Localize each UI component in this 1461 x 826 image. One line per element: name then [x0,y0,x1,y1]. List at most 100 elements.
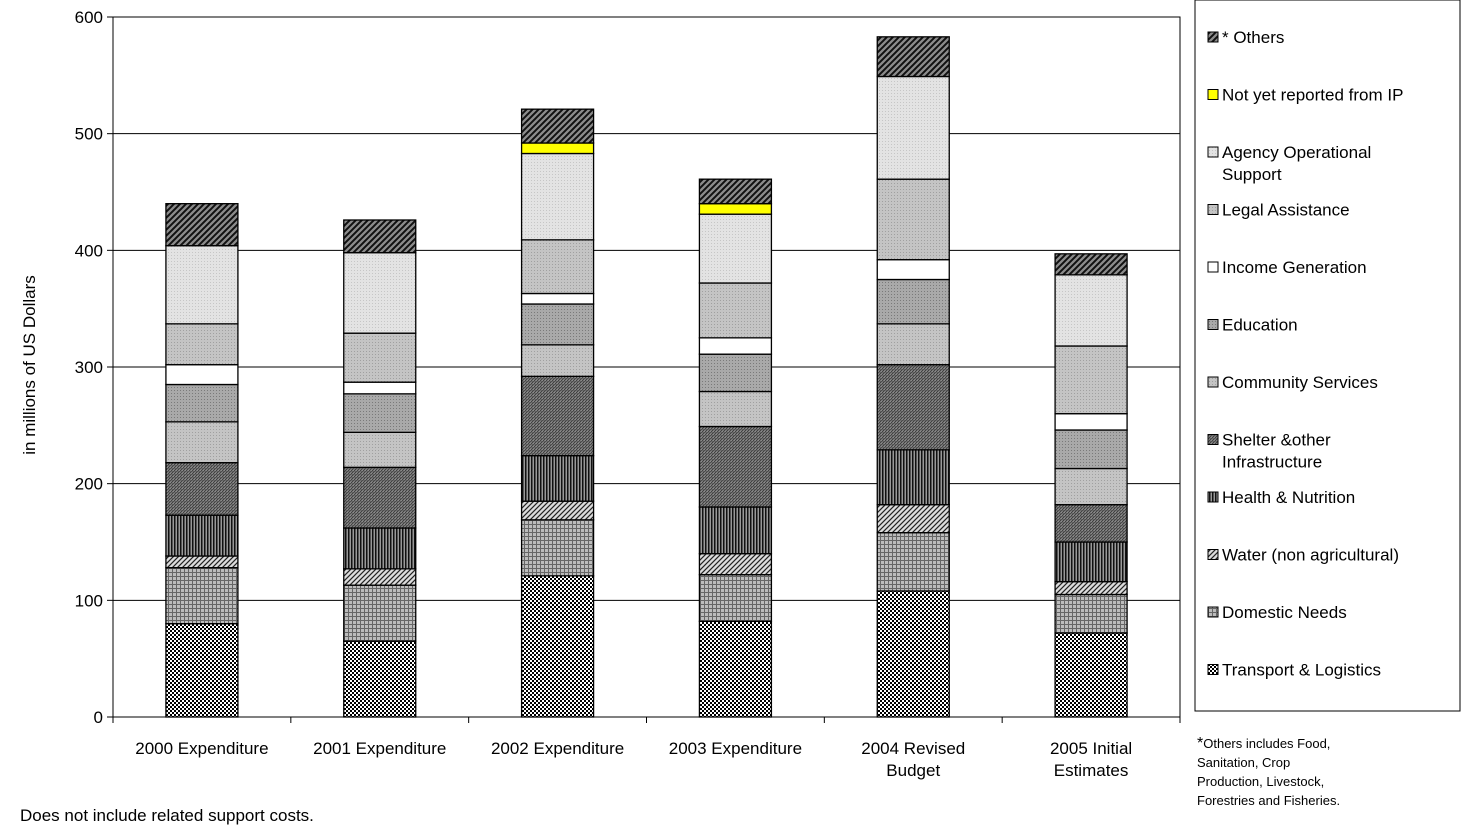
bar-segment [698,390,773,428]
others-note: *Others includes Food, Sanitation, Crop … [1197,734,1437,810]
bar-segment [165,555,239,569]
legend-label: Agency Operational [1222,143,1371,162]
legend-label: Community Services [1222,373,1378,392]
bar-segment [698,574,773,622]
legend-swatch [1207,261,1219,273]
bar-segment [1054,274,1128,347]
bar-segment [1054,593,1128,634]
note-line-1: Sanitation, Crop [1197,755,1291,770]
bar-segment [165,383,239,423]
bar-segment [1054,467,1128,506]
legend-label: Transport & Logistics [1222,661,1381,680]
bar-segment [876,364,950,451]
bar-segment [520,142,595,155]
bar-segment [1054,504,1128,543]
bar-segment [698,282,773,339]
note-star: * [1197,735,1204,752]
bar-segment [165,462,239,516]
bar-segment [876,449,950,506]
legend-swatch [1207,549,1219,560]
legend: * Others Not yet reported from IP Agency O… [1194,0,1461,712]
y-tick-label: 100 [75,591,103,610]
bar-segment [520,152,595,241]
legend-label: Infrastructure [1222,453,1322,472]
bar-segment [343,252,417,334]
legend-box [1194,0,1461,712]
bar-segment [698,213,773,284]
bar-segment [343,568,417,586]
bar-segment [876,75,950,180]
bar-segment [165,514,239,557]
legend-swatch [1207,606,1219,618]
bar-segment [698,203,773,215]
bar-segment [1054,581,1128,596]
legend-label: * Others [1222,28,1284,47]
bar-segment [165,567,239,625]
legend-label: Income Generation [1222,258,1367,277]
bar-segment [520,239,595,295]
bar-segment [520,375,595,457]
legend-label: Domestic Needs [1222,603,1347,622]
bar-segment [1054,413,1128,431]
bar-segment [1054,541,1128,583]
bar-segment [520,344,595,377]
bar-segment [520,108,595,144]
bar-segment [876,36,950,78]
bar-segment [343,527,417,570]
bar-segment [343,332,417,383]
bars [165,36,1128,718]
legend-label: Not yet reported from IP [1222,86,1403,105]
bar-segment [343,393,417,433]
bar-segment [520,303,595,346]
bar-segment [876,532,950,592]
bar-segment [1054,345,1128,415]
legend-swatch [1207,31,1219,43]
gridlines [112,16,1181,718]
bar-segment [698,553,773,576]
bar-segment [698,178,773,205]
y-tick-label: 200 [75,475,103,494]
bar-segment [165,203,239,247]
bar-segment [876,259,950,281]
bar-segment [698,425,773,508]
note-line-0: Others includes Food, [1203,736,1331,751]
bar-segment [876,504,950,534]
legend-swatch [1207,664,1219,675]
bar-segment [343,584,417,642]
y-tick-label: 400 [75,241,103,260]
bar-segment [698,506,773,555]
legend-label: Health & Nutrition [1222,488,1355,507]
note-line-3: Forestries and Fisheries. [1197,793,1341,808]
bar-segment [165,421,239,464]
bar-segment [343,219,417,254]
x-tick-label: Estimates [1054,761,1129,780]
bar-segment [343,466,417,529]
y-axis-label: in millions of US Dollars [20,275,39,455]
y-tick-label: 0 [94,708,103,727]
bar-segment [343,431,417,468]
x-tick-label: 2001 Expenditure [313,739,446,758]
legend-label: Education [1222,316,1298,335]
bar-segment [698,353,773,393]
bar-segment [520,292,595,305]
bar-segment [1054,253,1128,276]
bar-segment [165,323,239,366]
bar-segment [876,278,950,325]
legend-label: Support [1222,165,1282,184]
legend-swatch [1207,434,1219,445]
x-tick-label: 2003 Expenditure [669,739,802,758]
bar-segment [876,590,950,718]
note-line-2: Production, Livestock, [1197,774,1325,789]
bar-segment [165,623,239,718]
bar-segment [165,364,239,386]
legend-swatch [1207,491,1219,503]
bar-segment [520,500,595,521]
bar-segment [876,323,950,366]
legend-swatch [1207,146,1219,158]
bar-segment [1054,632,1128,718]
bar-segment [520,575,595,718]
bar-segment [698,620,773,718]
bar-segment [343,381,417,395]
bar-segment [165,245,239,325]
